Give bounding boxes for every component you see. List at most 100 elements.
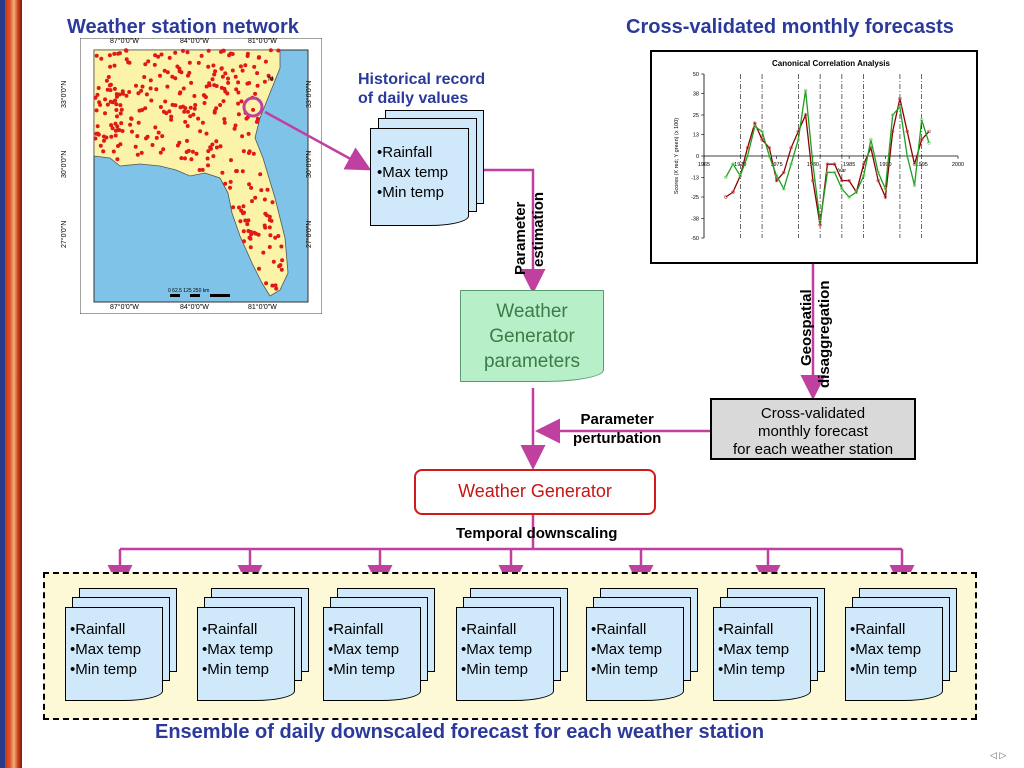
ensemble-doc-item: Max temp (850, 640, 921, 660)
station-dot (243, 63, 248, 68)
x-tick-label: 1985 (843, 162, 855, 168)
station-dot (226, 80, 231, 85)
ensemble-doc: RainfallMax tempMin temp (845, 607, 943, 701)
perturbation-line2: perturbation (573, 430, 662, 447)
station-dot (239, 99, 244, 104)
station-dot (241, 229, 246, 234)
station-dot (93, 95, 98, 100)
station-dot (233, 74, 238, 79)
ensemble-doc-item: Max temp (328, 640, 399, 660)
station-dot (218, 103, 223, 107)
station-dot (273, 283, 278, 288)
station-dot (185, 50, 190, 55)
station-dot (124, 48, 129, 53)
station-dot (257, 266, 261, 271)
station-dot (211, 154, 216, 159)
station-dot (253, 91, 258, 96)
cross-validated-forecast-box: Cross-validated monthly forecast for eac… (710, 398, 916, 460)
data-point (862, 173, 866, 178)
station-dot (152, 62, 157, 67)
station-dot (170, 74, 175, 79)
station-dot (238, 64, 243, 69)
station-dot (227, 53, 232, 58)
historical-item: Min temp (377, 183, 448, 203)
x-tick-label: 2000 (952, 162, 964, 168)
data-point (789, 146, 793, 150)
ensemble-doc-item: Rainfall (70, 620, 141, 640)
station-dot (164, 111, 169, 116)
station-dot (119, 107, 124, 112)
station-dot (148, 86, 153, 91)
station-dot (156, 130, 161, 135)
data-point (898, 105, 902, 109)
data-point (767, 154, 772, 158)
station-dot (154, 135, 159, 140)
data-point (782, 187, 786, 191)
station-dot (258, 172, 263, 177)
series-line-1 (725, 90, 930, 222)
data-point (854, 190, 859, 194)
data-point (862, 162, 866, 166)
y-axis-label: Scores (X red; Y green) (x 100) (674, 118, 680, 194)
data-point (760, 137, 764, 142)
station-dot (254, 119, 259, 124)
station-dot (114, 108, 119, 112)
station-dot (214, 106, 219, 111)
ensemble-doc-item: Min temp (202, 660, 273, 680)
y-tick-label: 38 (693, 92, 699, 98)
station-dot (267, 245, 272, 249)
station-dot (149, 98, 154, 103)
station-dot (214, 145, 219, 150)
data-point (803, 88, 808, 93)
data-point (731, 162, 735, 166)
station-dot (98, 143, 103, 148)
wg-params-line2: Generator (489, 326, 575, 347)
station-dot (246, 131, 251, 136)
station-dot (101, 149, 106, 154)
data-point (869, 137, 873, 142)
ensemble-doc: RainfallMax tempMin temp (197, 607, 295, 701)
station-dot (268, 48, 273, 53)
geospatial-label: Geospatial disaggregation (798, 280, 834, 388)
station-dot (219, 66, 224, 71)
data-point (731, 190, 735, 194)
data-point (927, 141, 931, 145)
data-point (927, 129, 931, 134)
x-axis-label: Year (836, 168, 846, 174)
nav-icons[interactable]: ◁ ▷ (990, 750, 1007, 760)
station-dot (121, 91, 125, 96)
station-dot (167, 55, 172, 60)
station-dot (245, 51, 250, 56)
station-dot (251, 107, 256, 112)
station-dot (212, 72, 217, 77)
station-dot (280, 258, 285, 263)
data-point (832, 170, 837, 175)
station-dot (233, 123, 238, 128)
map-bottom-tick-2: 84°0'0"W (180, 304, 209, 311)
ensemble-doc-item: Rainfall (328, 620, 399, 640)
ensemble-doc-list: RainfallMax tempMin temp (328, 620, 399, 680)
station-dot (112, 63, 117, 68)
station-dot (276, 234, 281, 238)
station-dot (222, 117, 227, 122)
station-dot (173, 50, 178, 55)
x-tick-label: 1990 (879, 162, 891, 168)
station-dot (142, 75, 147, 79)
data-point (774, 173, 779, 178)
map-top-tick-1: 87°0'0"W (110, 38, 139, 45)
station-dot (186, 109, 190, 114)
station-dot (253, 195, 258, 200)
station-dot (236, 80, 241, 85)
station-dot (199, 53, 204, 58)
station-dot (206, 48, 211, 53)
station-dot (211, 63, 216, 68)
station-dot (277, 264, 282, 269)
station-dot (139, 150, 144, 155)
ensemble-doc-list: RainfallMax tempMin temp (718, 620, 789, 680)
ensemble-doc: RainfallMax tempMin temp (456, 607, 554, 701)
station-dot (110, 126, 115, 131)
station-dot (117, 128, 122, 132)
station-dot (204, 84, 209, 89)
data-point (920, 137, 924, 142)
station-dot (144, 92, 149, 97)
